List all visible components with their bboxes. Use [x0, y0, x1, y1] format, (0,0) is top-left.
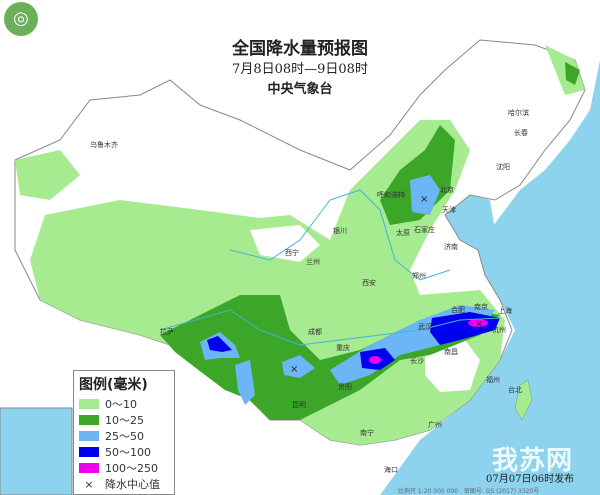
- bohai-sea: [445, 195, 495, 250]
- legend-label: 50～100: [105, 446, 151, 459]
- city-label: 拉萨: [160, 328, 174, 336]
- taiwan: [514, 379, 533, 421]
- legend-label: 100～250: [105, 462, 158, 475]
- dry-area-south: [425, 340, 480, 392]
- legend-item: 50～100: [79, 444, 169, 460]
- rain-100-250-guizhou: [369, 356, 381, 364]
- rain-100-250-anhui: [468, 319, 488, 327]
- city-label: 太原: [396, 229, 410, 237]
- city-label: 武汉: [418, 323, 432, 331]
- city-label: 南宁: [360, 429, 374, 437]
- rain-0-10-west: [15, 150, 80, 200]
- city-label: 南昌: [444, 348, 458, 356]
- map-title: 全国降水量预报图: [232, 39, 368, 59]
- rain-50-100-tibet: [207, 336, 232, 352]
- legend-item: 10～25: [79, 412, 169, 428]
- legend-label: 25～50: [105, 430, 144, 443]
- legend-swatch: [79, 447, 99, 457]
- issuer: 中央气象台: [267, 82, 333, 97]
- city-label: 海口: [384, 466, 398, 474]
- dry-area-north: [250, 225, 320, 262]
- forecast-period: 7月8日08时—9日08时: [232, 62, 368, 77]
- city-label: 成都: [308, 328, 322, 336]
- city-label: 西安: [362, 279, 376, 287]
- city-label: 西宁: [285, 249, 299, 257]
- legend-item: 100～250: [79, 460, 169, 476]
- rain-10-25-northeast: [565, 62, 580, 85]
- rain-center-marker: ×: [290, 364, 298, 375]
- rain-25-50-north: [410, 175, 440, 215]
- city-label: 福州: [486, 376, 500, 384]
- city-label: 兰州: [306, 258, 320, 266]
- city-label: 昆明: [292, 401, 306, 409]
- city-label: 台北: [508, 386, 522, 394]
- rain-25-50-sichuan: [282, 355, 315, 378]
- legend-item: × 降水中心值: [79, 476, 169, 492]
- city-label: 北京: [440, 186, 454, 194]
- city-label: 广州: [428, 421, 442, 429]
- legend-label: 降水中心值: [105, 478, 160, 491]
- city-label: 南京: [474, 303, 488, 311]
- city-label: 石家庄: [414, 226, 435, 234]
- city-label: 长沙: [410, 357, 424, 365]
- legend-label: 10～25: [105, 414, 144, 427]
- city-label: 长春: [514, 129, 528, 137]
- city-label: 上海: [498, 307, 512, 315]
- city-label: 贵阳: [338, 383, 352, 391]
- sea: [380, 60, 600, 495]
- legend-label: 0～10: [105, 398, 137, 411]
- city-label: 杭州: [492, 326, 506, 334]
- rain-25-50-yunnan: [235, 360, 255, 405]
- city-label: 郑州: [412, 272, 426, 280]
- city-label: 天津: [442, 206, 456, 214]
- legend: 图例(毫米) 0～10 10～25 25～50 50～100 100～250 ×…: [73, 370, 175, 495]
- yangtze-river: [159, 309, 501, 346]
- rain-center-marker: ×: [475, 319, 483, 330]
- city-label: 银川: [333, 227, 347, 235]
- city-label: 重庆: [336, 344, 350, 352]
- rain-center-icon: ×: [84, 477, 94, 491]
- legend-item: 25～50: [79, 428, 169, 444]
- legend-item: 0～10: [79, 396, 169, 412]
- legend-swatch: [79, 415, 99, 425]
- legend-title: 图例(毫米): [79, 377, 148, 393]
- cma-logo-icon: ◎: [4, 2, 38, 36]
- map-scale: 比例尺 1:20 000 000 审图号: GS (2017) 3320号: [398, 486, 539, 495]
- approval-number: 审图号: GS (2017) 3320号: [463, 488, 540, 495]
- issue-time: 07月07日06时发布: [486, 474, 575, 485]
- city-label: 济南: [444, 243, 458, 251]
- legend-swatch: [79, 463, 99, 473]
- scale-text: 比例尺 1:20 000 000: [398, 488, 459, 495]
- city-label: 哈尔滨: [508, 109, 529, 117]
- rain-10-25-north: [380, 125, 455, 225]
- rain-center-marker: ×: [420, 194, 428, 205]
- south-sea-inset: [0, 407, 73, 495]
- legend-swatch: [79, 431, 99, 441]
- yellow-river: [229, 189, 451, 281]
- watermark: 我苏网: [492, 446, 574, 476]
- city-label: 乌鲁木齐: [90, 141, 118, 149]
- city-label: 沈阳: [496, 163, 510, 171]
- legend-swatch: [79, 399, 99, 409]
- city-label: 呼和浩特: [377, 191, 405, 199]
- city-label: 合肥: [451, 306, 465, 314]
